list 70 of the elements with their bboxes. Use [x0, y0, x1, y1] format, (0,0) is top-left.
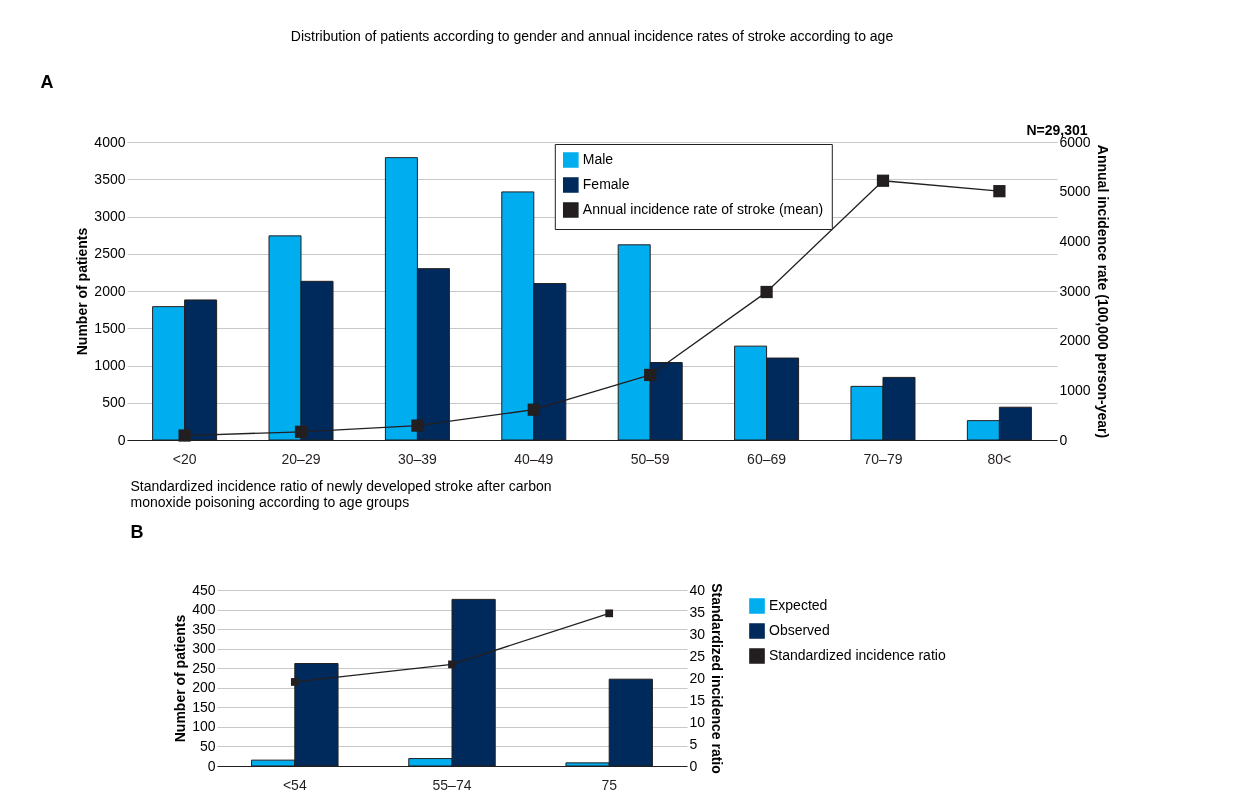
chart-title: Standardized incidence ratio of newly developed stroke after carbon monoxide poisoning according to age groups — [130, 478, 552, 510]
x-tick-label: 30–39 — [397, 450, 438, 467]
y-tick-label: 200 — [192, 679, 216, 696]
y-tick-label: 0 — [117, 431, 126, 448]
legend-label: Annual incidence rate of stroke (mean) — [582, 201, 824, 217]
y-tick-label: 2000 — [94, 282, 126, 299]
point — [993, 185, 1006, 198]
y-tick-label: 400 — [192, 601, 216, 618]
y-tick-label: 50 — [199, 737, 216, 754]
y2-axis-title: Standardized incidence ratio — [709, 583, 726, 774]
y-tick-label: 1500 — [94, 319, 126, 336]
y2-tick-label: 5000 — [1059, 183, 1091, 200]
x-tick-label: 80< — [987, 450, 1012, 467]
y-tick-label: 4000 — [94, 133, 126, 150]
text: A — [40, 72, 54, 92]
y-axis-title: Number of patients — [172, 614, 189, 743]
y-axis-title: Number of patients — [74, 227, 91, 356]
y2-axis-title: Annual incidence rate (100,000 person-year) — [1094, 144, 1111, 439]
y2-tick-label: 0 — [1059, 431, 1068, 448]
x-tick-label: 20–29 — [281, 450, 321, 467]
y-tick-label: 100 — [192, 718, 216, 735]
y-tick-label: 1000 — [94, 357, 126, 373]
legend-label: Female — [582, 176, 630, 192]
y2-tick-label: 2000 — [1059, 332, 1091, 349]
y2-tick-label: 40 — [689, 581, 706, 598]
y-tick-label: 350 — [192, 620, 216, 637]
x-tick-label: 40–49 — [514, 450, 554, 467]
y-tick-label: 250 — [192, 659, 216, 676]
point — [448, 660, 456, 669]
x-tick-label: <54 — [282, 776, 307, 793]
x-tick-label: <20 — [172, 450, 197, 467]
point — [294, 425, 308, 438]
x-tick-label: 70–79 — [863, 450, 903, 467]
chart-title: Distribution of patients according to gender and annual incidence rates of stroke according to age — [290, 28, 894, 44]
point — [644, 368, 657, 382]
y2-tick-label: 20 — [689, 669, 706, 686]
point — [178, 429, 191, 442]
y-tick-label: 500 — [102, 394, 126, 411]
point — [411, 419, 424, 432]
y2-tick-label: 4000 — [1059, 232, 1091, 249]
y2-tick-label: 5 — [689, 735, 698, 752]
y2-tick-label: 30 — [689, 625, 706, 642]
point — [760, 285, 773, 299]
y-tick-label: 0 — [207, 757, 216, 774]
point — [876, 174, 890, 187]
legend-label: Male — [582, 151, 614, 167]
x-tick-label: 75 — [601, 776, 618, 793]
y2-tick-label: 1000 — [1059, 381, 1091, 398]
legend-label: Observed — [769, 622, 830, 638]
y-tick-label: 3000 — [94, 208, 126, 224]
y-tick-label: 3500 — [94, 170, 126, 187]
y2-tick-label: 0 — [689, 757, 698, 774]
point — [527, 403, 540, 416]
y-tick-label: 450 — [192, 581, 216, 598]
y2-tick-label: 15 — [689, 691, 706, 708]
y-tick-label: 300 — [192, 640, 216, 657]
y2-tick-label: 35 — [689, 603, 706, 620]
legend-label: Standardized incidence ratio — [769, 647, 946, 663]
point — [605, 609, 614, 618]
y-tick-label: 2500 — [94, 245, 126, 262]
x-tick-label: 55–74 — [432, 776, 472, 793]
x-tick-label: 50–59 — [630, 450, 670, 467]
y-tick-label: 150 — [192, 698, 216, 715]
legend-label: Expected — [769, 597, 828, 613]
text: B — [130, 522, 144, 542]
y2-tick-label: 10 — [689, 713, 706, 730]
x-tick-label: 60–69 — [747, 450, 787, 467]
y2-tick-label: 3000 — [1059, 282, 1091, 299]
point — [290, 678, 299, 686]
y2-tick-label: 25 — [689, 647, 706, 664]
